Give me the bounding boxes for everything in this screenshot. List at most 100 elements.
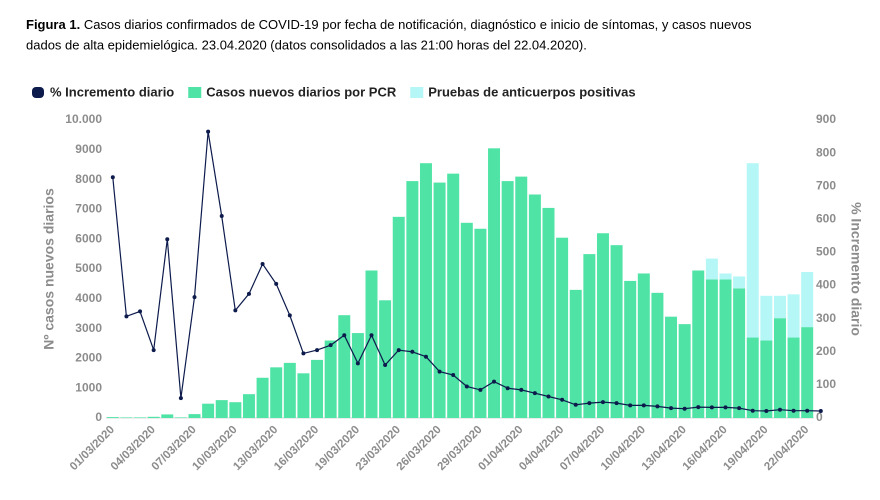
line-point bbox=[641, 403, 646, 408]
y2-tick-label: 0 bbox=[816, 410, 823, 424]
y-tick-label: 7000 bbox=[75, 202, 102, 216]
legend-swatch bbox=[410, 87, 424, 98]
line-point bbox=[124, 314, 129, 319]
bar bbox=[392, 216, 405, 418]
line-point bbox=[260, 262, 265, 267]
bar bbox=[719, 279, 732, 418]
line-point bbox=[818, 409, 823, 414]
legend-label: % Incremento diario bbox=[50, 84, 174, 99]
bar bbox=[188, 414, 201, 418]
bar bbox=[379, 300, 392, 418]
x-tick-label: 22/04/2020 bbox=[762, 424, 811, 473]
line-point bbox=[342, 333, 347, 338]
bar bbox=[705, 279, 718, 418]
bar bbox=[596, 233, 609, 418]
line-point bbox=[777, 407, 782, 412]
bar bbox=[651, 292, 664, 418]
line-point bbox=[805, 408, 810, 413]
bar bbox=[746, 163, 759, 338]
line-point bbox=[600, 400, 605, 405]
line-point bbox=[614, 401, 619, 406]
line-point bbox=[192, 295, 197, 300]
line-point bbox=[410, 349, 415, 354]
line-point bbox=[355, 361, 360, 366]
bar bbox=[270, 367, 283, 418]
bar bbox=[501, 181, 514, 418]
y-tick-label: 3000 bbox=[75, 321, 102, 335]
bar bbox=[569, 289, 582, 418]
bar bbox=[311, 359, 324, 418]
y2-tick-label: 300 bbox=[816, 311, 836, 325]
line-point bbox=[328, 343, 333, 348]
bar bbox=[120, 417, 133, 418]
y-tick-label: 9000 bbox=[75, 142, 102, 156]
line-point bbox=[396, 348, 401, 353]
title-label: Figura 1. bbox=[26, 17, 80, 32]
line-point bbox=[464, 384, 469, 389]
y2-tick-label: 900 bbox=[816, 112, 836, 126]
line-point bbox=[696, 405, 701, 410]
bar bbox=[610, 245, 623, 418]
line-point bbox=[723, 405, 728, 410]
title-text: Casos diarios confirmados de COVID-19 po… bbox=[84, 17, 752, 32]
bar bbox=[283, 362, 296, 418]
line-point bbox=[423, 354, 428, 359]
y-tick-label: 2000 bbox=[75, 351, 102, 365]
bar bbox=[229, 402, 242, 418]
legend-swatch bbox=[32, 87, 44, 98]
bar bbox=[474, 228, 487, 418]
bar bbox=[324, 340, 337, 418]
y-tick-label: 5000 bbox=[75, 261, 102, 275]
line-point bbox=[315, 348, 320, 353]
bar bbox=[773, 295, 786, 319]
line-point bbox=[383, 363, 388, 368]
bar bbox=[202, 403, 215, 418]
line-point bbox=[587, 401, 592, 406]
bar bbox=[678, 324, 691, 418]
y-tick-label: 8000 bbox=[75, 172, 102, 186]
y2-tick-label: 800 bbox=[816, 145, 836, 159]
y2-tick-label: 100 bbox=[816, 377, 836, 391]
y2-tick-label: 200 bbox=[816, 344, 836, 358]
line-point bbox=[492, 379, 497, 384]
line-point bbox=[628, 403, 633, 408]
line-point bbox=[709, 405, 714, 410]
line-point bbox=[151, 348, 156, 353]
bar bbox=[760, 295, 773, 341]
line-point bbox=[233, 308, 238, 313]
chart-title: Figura 1. Casos diarios confirmados de C… bbox=[26, 17, 752, 32]
y-tick-label: 10.000 bbox=[65, 112, 102, 126]
line-point bbox=[478, 387, 483, 392]
bar bbox=[419, 163, 432, 418]
legend-label: Casos nuevos diarios por PCR bbox=[206, 84, 397, 99]
line-point bbox=[532, 391, 537, 396]
bar bbox=[637, 273, 650, 418]
bar bbox=[515, 176, 528, 418]
y-tick-label: 6000 bbox=[75, 231, 102, 245]
bar bbox=[161, 414, 174, 418]
y2-tick-label: 500 bbox=[816, 245, 836, 259]
y2-tick-label: 400 bbox=[816, 278, 836, 292]
bar bbox=[733, 288, 746, 418]
bar bbox=[297, 373, 310, 418]
bar bbox=[787, 294, 800, 338]
bar bbox=[624, 280, 637, 418]
line-point bbox=[737, 406, 742, 411]
line-point bbox=[138, 309, 143, 314]
line-point bbox=[519, 387, 524, 392]
y-axis-label: Nº casos nuevos diarios bbox=[41, 188, 57, 350]
bar bbox=[365, 270, 378, 418]
y-tick-label: 4000 bbox=[75, 291, 102, 305]
line-point bbox=[505, 386, 510, 391]
line-point bbox=[451, 372, 456, 377]
line-point bbox=[219, 214, 224, 219]
bar bbox=[488, 148, 501, 418]
bar bbox=[705, 258, 718, 280]
line-point bbox=[246, 291, 251, 296]
y2-tick-label: 700 bbox=[816, 178, 836, 192]
bar bbox=[719, 273, 732, 280]
bar bbox=[801, 327, 814, 418]
bar bbox=[433, 182, 446, 418]
line-point bbox=[791, 408, 796, 413]
